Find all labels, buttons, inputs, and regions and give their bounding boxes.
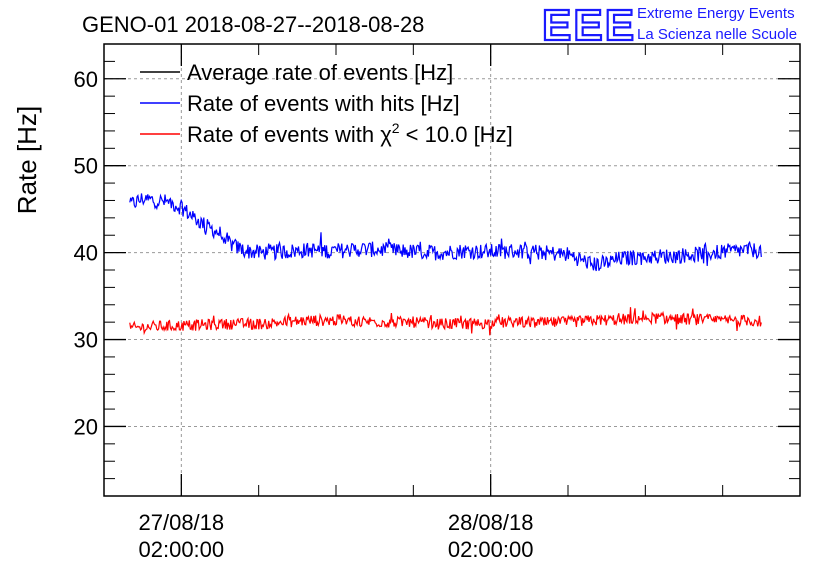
tick-labels: 203040506027/08/1802:00:0028/08/1802:00:… — [74, 67, 534, 562]
axis-ticks — [103, 43, 801, 497]
legend-entry: Average rate of events [Hz] — [187, 60, 453, 85]
x-tick-label-date: 27/08/18 — [139, 510, 225, 535]
y-tick-label: 50 — [74, 154, 98, 179]
x-tick-label-time: 02:00:00 — [448, 537, 534, 562]
x-tick-label-date: 28/08/18 — [448, 510, 534, 535]
series-line-2 — [129, 307, 762, 336]
series-line-1 — [129, 193, 762, 272]
plot-series — [129, 193, 762, 336]
y-tick-label: 60 — [74, 67, 98, 92]
logo-line-1: Extreme Energy Events — [637, 5, 795, 22]
legend: Average rate of events [Hz] Rate of event… — [140, 60, 513, 147]
chart-title: GENO-01 2018-08-27--2018-08-28 — [82, 12, 424, 37]
legend-entry: Rate of events with χ2 < 10.0 [Hz] — [187, 120, 513, 147]
logo-line-2: La Scienza nelle Scuole — [637, 26, 797, 43]
legend-entry: Rate of events with hits [Hz] — [187, 91, 460, 116]
y-axis-label: Rate [Hz] — [12, 106, 42, 214]
y-tick-label: 40 — [74, 241, 98, 266]
logo-mark: EEE — [542, 1, 636, 50]
x-tick-label-time: 02:00:00 — [139, 537, 225, 562]
y-tick-label: 20 — [74, 414, 98, 439]
y-tick-label: 30 — [74, 328, 98, 353]
eee-logo: EEE Extreme Energy Events La Scienza nel… — [541, 0, 797, 51]
